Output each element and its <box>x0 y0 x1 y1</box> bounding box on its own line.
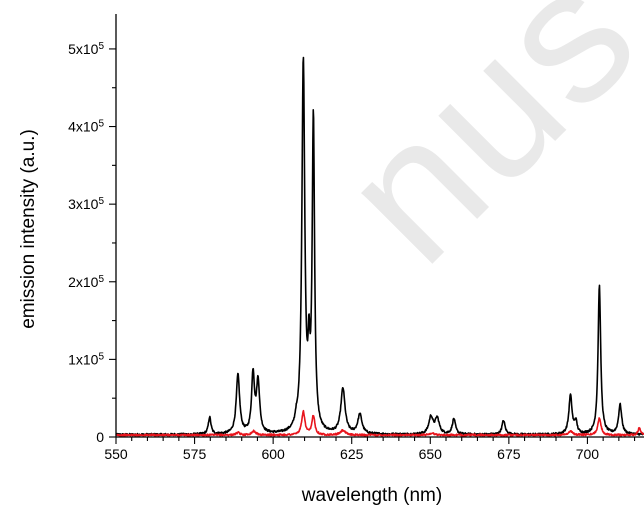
x-tick-label: 575 <box>183 446 207 462</box>
y-tick-label: 4x105 <box>68 118 104 135</box>
x-tick-label: 650 <box>419 446 443 462</box>
y-tick-label: 0 <box>96 429 104 445</box>
x-tick-label: 625 <box>340 446 364 462</box>
y-tick-label: 5x105 <box>68 40 104 57</box>
x-tick-label: 675 <box>497 446 521 462</box>
x-tick-label: 600 <box>261 446 285 462</box>
y-tick-label: 3x105 <box>68 196 104 213</box>
x-axis-label: wavelength (nm) <box>301 485 442 506</box>
y-axis-label: emission intensity (a.u.) <box>18 129 39 329</box>
x-tick-label: 550 <box>104 446 128 462</box>
y-tick-label: 1x105 <box>68 351 104 368</box>
x-tick-label: 700 <box>576 446 600 462</box>
series-line-2 <box>115 409 644 437</box>
y-tick-label: 2x105 <box>68 273 104 290</box>
series-line-1 <box>115 56 644 437</box>
plot-area: 550 575 600 625 650 675 700 0 1x105 2x105 3x105 4x1… <box>68 14 644 462</box>
